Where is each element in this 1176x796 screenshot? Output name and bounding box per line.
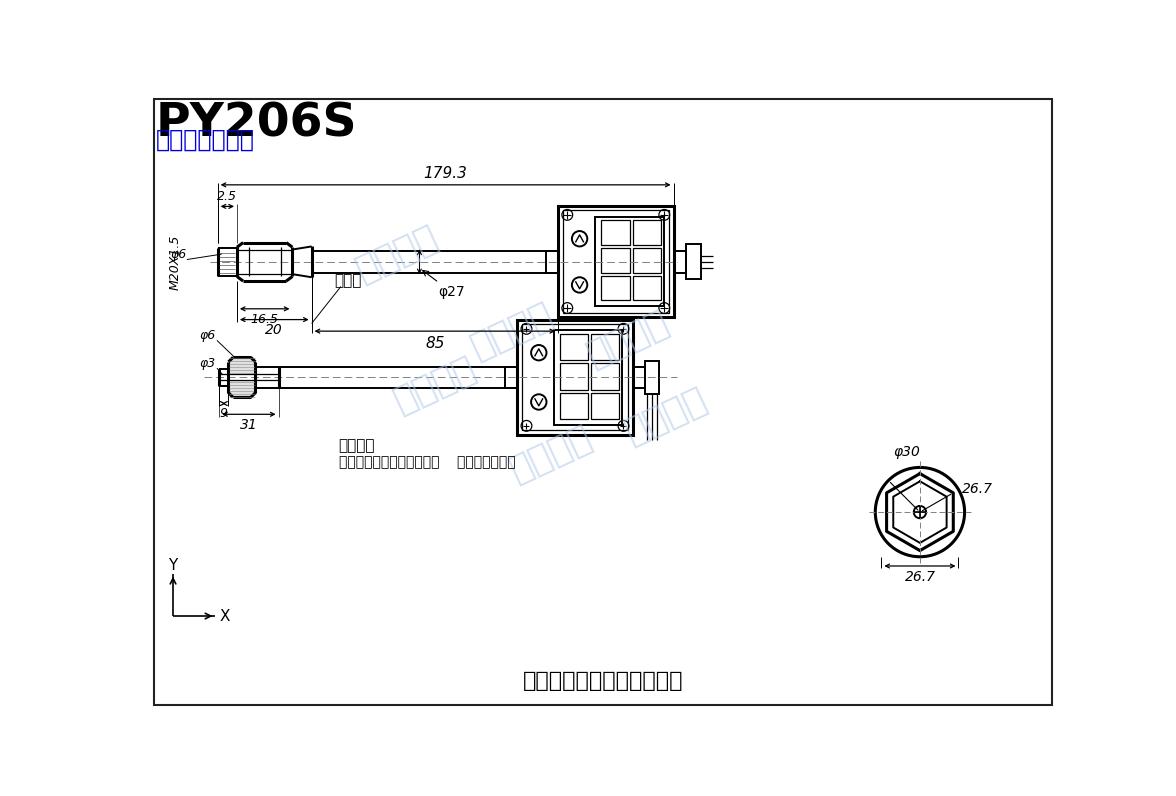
Text: φ6: φ6: [199, 329, 215, 341]
Text: 一众传感: 一众传感: [388, 351, 481, 419]
Text: 26.7: 26.7: [904, 570, 935, 583]
Text: 26.7: 26.7: [962, 482, 994, 496]
Bar: [633, 220, 661, 245]
Bar: [601, 275, 629, 300]
Polygon shape: [228, 380, 255, 397]
Text: 一众传感: 一众传感: [505, 420, 596, 488]
Text: 引压孔: 引压孔: [335, 273, 362, 288]
Text: 85: 85: [425, 336, 445, 351]
Bar: [560, 364, 588, 390]
Bar: [554, 330, 622, 425]
Bar: [633, 275, 661, 300]
Text: φ30: φ30: [893, 445, 920, 458]
Text: 佛山一众传感仪器有限公司: 佛山一众传感仪器有限公司: [522, 672, 683, 692]
Text: φ3: φ3: [199, 357, 215, 369]
Text: 2.5: 2.5: [218, 190, 238, 203]
Bar: [674, 251, 686, 272]
Bar: [592, 364, 619, 390]
Bar: [559, 205, 674, 318]
Text: φ27: φ27: [422, 271, 466, 299]
Text: 16.5: 16.5: [250, 313, 279, 326]
Text: Y: Y: [168, 558, 178, 573]
Bar: [522, 324, 628, 431]
Text: 接线说明: 接线说明: [339, 439, 375, 454]
Text: 一众传感: 一众传感: [350, 220, 442, 288]
Bar: [633, 367, 646, 388]
Bar: [633, 248, 661, 272]
Text: 9: 9: [220, 408, 228, 420]
Bar: [595, 217, 664, 306]
Text: PY206S: PY206S: [156, 102, 358, 146]
Bar: [562, 210, 669, 313]
Bar: [592, 334, 619, 361]
Text: M20X1.5: M20X1.5: [169, 234, 182, 290]
Bar: [546, 251, 559, 272]
Polygon shape: [228, 357, 255, 374]
Bar: [560, 392, 588, 419]
Bar: [560, 334, 588, 361]
Text: 31: 31: [240, 418, 258, 432]
Bar: [686, 244, 701, 279]
Bar: [601, 248, 629, 272]
Text: 电流输出：红色线：电源正    黑色线：输出正: 电流输出：红色线：电源正 黑色线：输出正: [339, 455, 515, 469]
Text: 数显压力变送器: 数显压力变送器: [156, 128, 255, 152]
Bar: [646, 361, 659, 393]
Text: X: X: [219, 608, 229, 623]
Bar: [592, 392, 619, 419]
Bar: [517, 319, 633, 435]
Text: φ6: φ6: [171, 248, 187, 261]
Bar: [505, 367, 517, 388]
Bar: [601, 220, 629, 245]
Text: 179.3: 179.3: [423, 166, 468, 181]
Text: 一众传感: 一众传感: [581, 305, 674, 373]
Text: 一众传感: 一众传感: [466, 298, 559, 365]
Text: 一众传感: 一众传感: [620, 382, 713, 450]
Text: 20: 20: [266, 323, 283, 338]
